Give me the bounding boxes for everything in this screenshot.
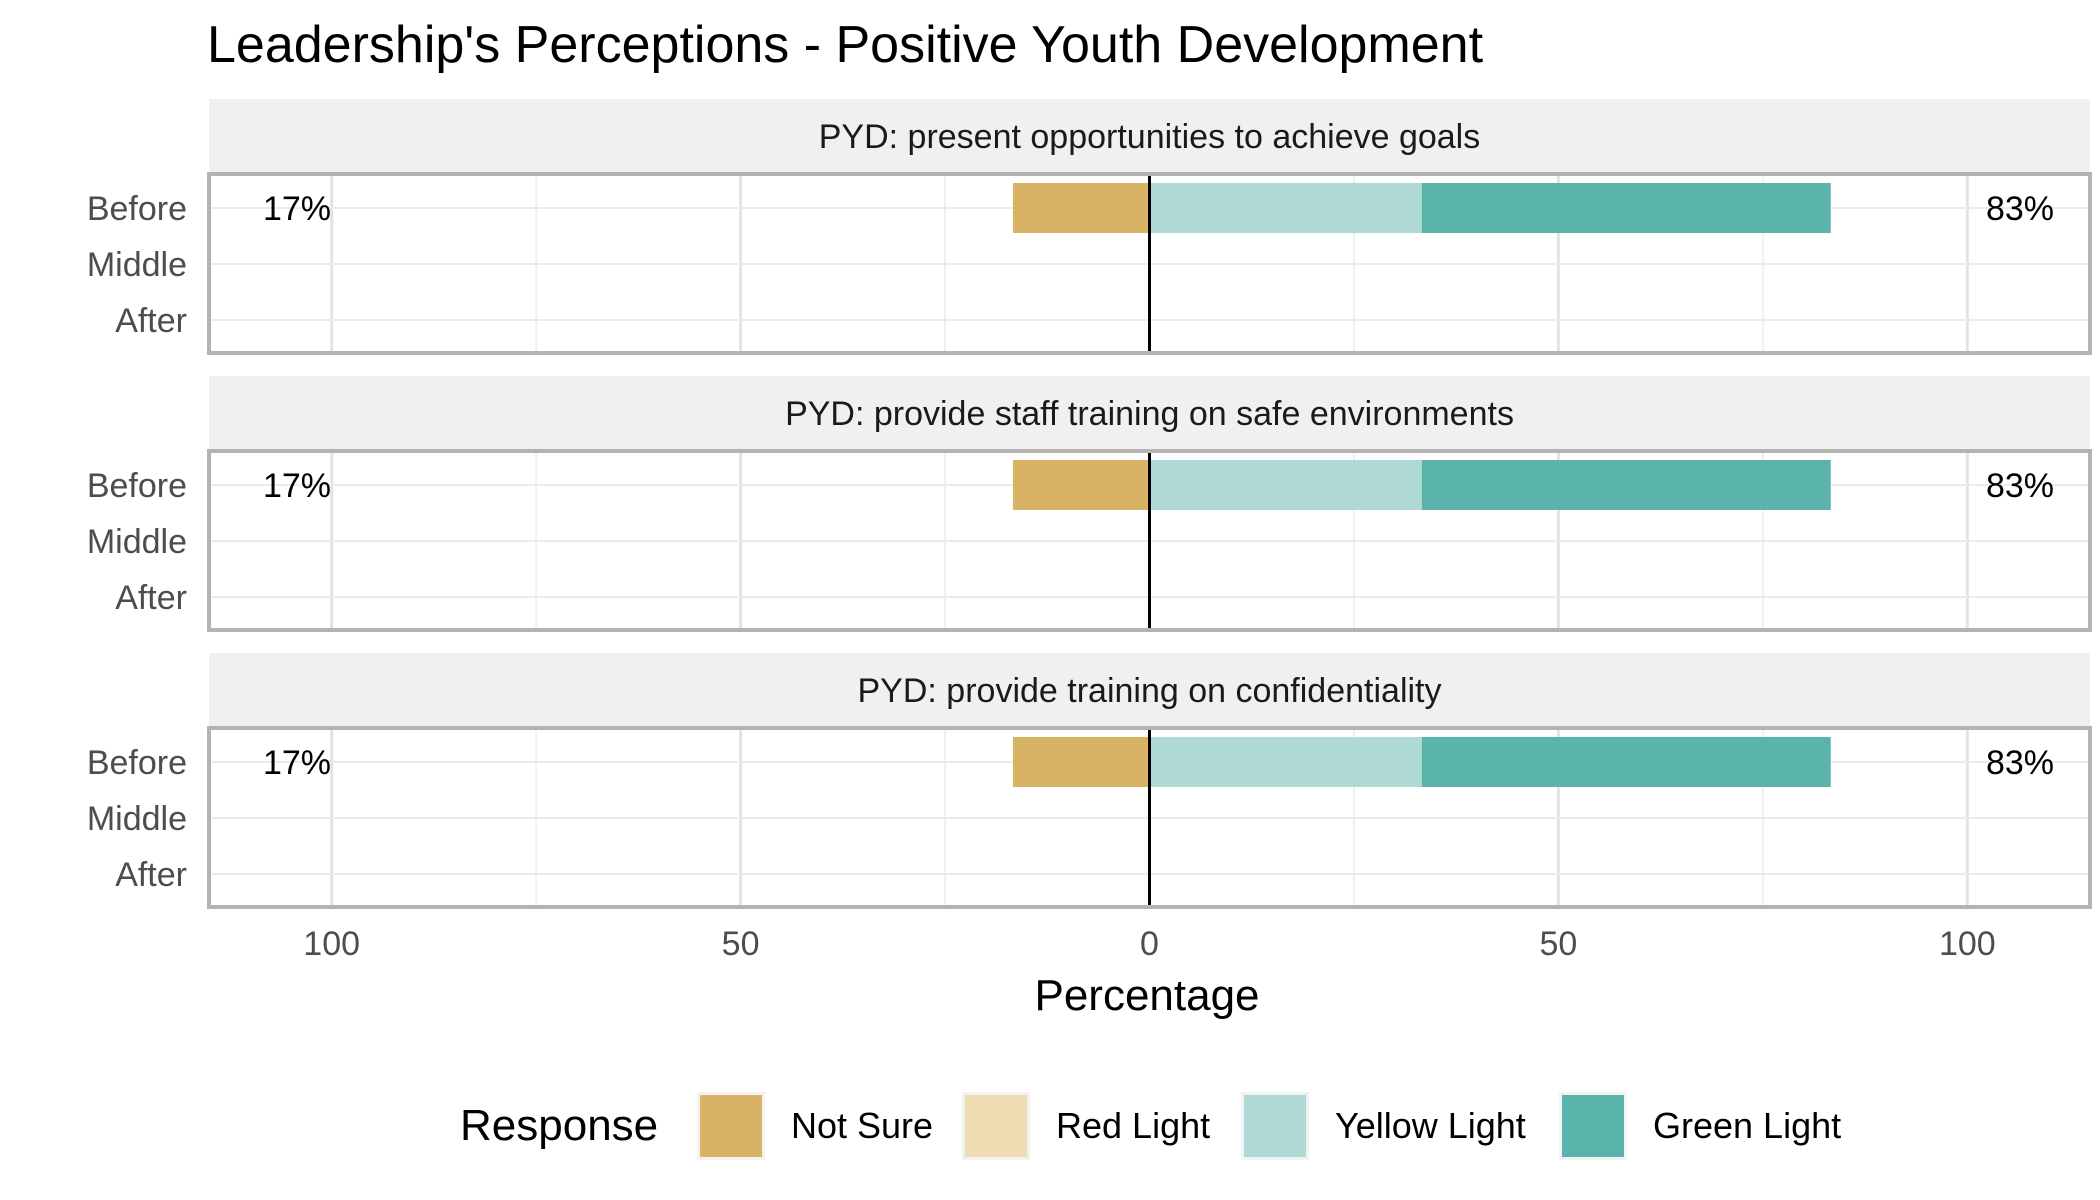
right-percent-label: 83% xyxy=(1986,744,2054,782)
bar-segment-green-light xyxy=(1421,737,1831,787)
bar-segment-yellow-light xyxy=(1149,460,1422,510)
legend-item: Not Sure xyxy=(697,1092,933,1160)
facet-strip-label: PYD: present opportunities to achieve go… xyxy=(819,118,1481,156)
bar-segment-yellow-light xyxy=(1149,183,1422,233)
bar-segment-yellow-light xyxy=(1149,737,1422,787)
facet-panels: PYD: present opportunities to achieve go… xyxy=(87,99,2092,909)
y-tick-label: Middle xyxy=(87,246,187,284)
legend-swatch xyxy=(1244,1095,1306,1157)
legend-swatch xyxy=(1562,1095,1624,1157)
panel-border xyxy=(207,726,2092,909)
facet-strip xyxy=(209,99,2090,173)
left-percent-label: 17% xyxy=(263,190,331,228)
y-tick-label: Before xyxy=(87,744,187,782)
legend-label: Green Light xyxy=(1653,1105,1841,1146)
facet-strip xyxy=(209,653,2090,727)
facet-panel: PYD: provide staff training on safe envi… xyxy=(87,376,2092,632)
legend-swatch xyxy=(700,1095,762,1157)
panel-border xyxy=(207,449,2092,632)
x-tick-label: 100 xyxy=(303,925,360,963)
y-tick-label: Middle xyxy=(87,523,187,561)
bar-segment-not-sure xyxy=(1012,460,1150,510)
x-tick-label: 50 xyxy=(722,925,760,963)
right-percent-label: 83% xyxy=(1986,467,2054,505)
legend-label: Yellow Light xyxy=(1335,1105,1526,1146)
legend-item: Green Light xyxy=(1559,1092,1841,1160)
facet-panel: PYD: present opportunities to achieve go… xyxy=(87,99,2092,355)
x-axis: 100 50 0 50 100 xyxy=(303,925,1995,963)
legend-label: Not Sure xyxy=(791,1105,933,1146)
left-percent-label: 17% xyxy=(263,467,331,505)
y-tick-label: After xyxy=(115,856,187,894)
legend-swatch xyxy=(965,1095,1027,1157)
bar-segment-not-sure xyxy=(1012,183,1150,233)
legend-item: Yellow Light xyxy=(1241,1092,1526,1160)
legend-item: Red Light xyxy=(962,1092,1210,1160)
x-tick-label: 50 xyxy=(1539,925,1577,963)
legend: Response Not Sure Red Light Yellow Light Gre… xyxy=(460,1092,1841,1160)
facet-panel: PYD: provide training on confidentiality… xyxy=(87,653,2092,909)
left-percent-label: 17% xyxy=(263,744,331,782)
bar-segment-green-light xyxy=(1421,460,1831,510)
chart-title: Leadership's Perceptions - Positive Yout… xyxy=(207,16,1484,74)
legend-label: Red Light xyxy=(1056,1105,1210,1146)
y-tick-label: Before xyxy=(87,467,187,505)
bar-segment-green-light xyxy=(1421,183,1831,233)
x-tick-label: 100 xyxy=(1939,925,1996,963)
right-percent-label: 83% xyxy=(1986,190,2054,228)
x-axis-label: Percentage xyxy=(1034,971,1259,1020)
bar-segment-not-sure xyxy=(1012,737,1150,787)
y-tick-label: Middle xyxy=(87,800,187,838)
y-tick-label: Before xyxy=(87,190,187,228)
panel-border xyxy=(207,172,2092,355)
y-tick-label: After xyxy=(115,302,187,340)
legend-title: Response xyxy=(460,1101,658,1150)
facet-strip-label: PYD: provide staff training on safe envi… xyxy=(785,395,1514,433)
facet-strip-label: PYD: provide training on confidentiality xyxy=(858,672,1442,710)
facet-strip xyxy=(209,376,2090,450)
y-tick-label: After xyxy=(115,579,187,617)
x-tick-label: 0 xyxy=(1140,925,1159,963)
